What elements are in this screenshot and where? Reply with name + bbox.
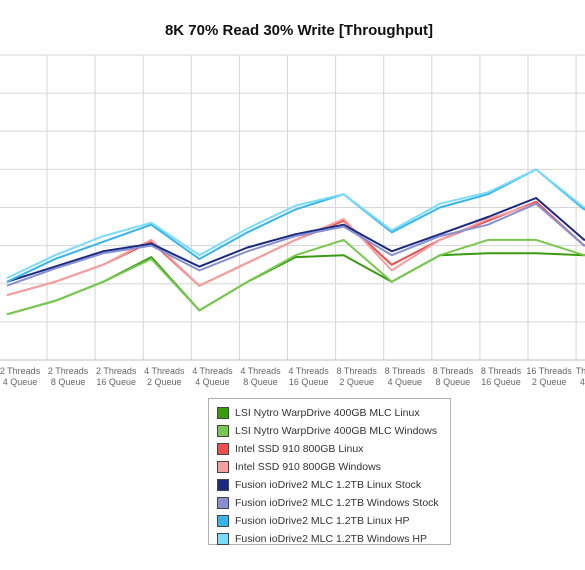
legend-label: Fusion ioDrive2 MLC 1.2TB Linux HP bbox=[235, 515, 410, 527]
legend-item: Intel SSD 910 800GB Windows bbox=[217, 458, 450, 476]
legend-label: Fusion ioDrive2 MLC 1.2TB Linux Stock bbox=[235, 479, 422, 491]
chart-legend: LSI Nytro WarpDrive 400GB MLC Linux LSI N… bbox=[208, 398, 451, 545]
legend-label: Intel SSD 910 800GB Linux bbox=[235, 443, 364, 455]
legend-label: LSI Nytro WarpDrive 400GB MLC Windows bbox=[235, 425, 438, 437]
x-tick-label: 8 Queue bbox=[51, 377, 86, 387]
legend-swatch bbox=[217, 533, 229, 545]
legend-item: Fusion ioDrive2 MLC 1.2TB Linux Stock bbox=[217, 476, 450, 494]
legend-item: LSI Nytro WarpDrive 400GB MLC Linux bbox=[217, 404, 450, 422]
x-tick-label: 16 Queue bbox=[96, 377, 136, 387]
x-tick-label: 16 Threads bbox=[526, 366, 572, 376]
series-line-5 bbox=[6, 197, 585, 283]
x-tick-label: 2 Threads bbox=[0, 366, 41, 376]
chart-series-lines bbox=[6, 168, 585, 316]
legend-swatch bbox=[217, 443, 229, 455]
x-tick-label: 8 Queue bbox=[436, 377, 471, 387]
x-tick-label: 8 Threads bbox=[337, 366, 378, 376]
x-tick-label: 2 Queue bbox=[147, 377, 182, 387]
legend-label: Fusion ioDrive2 MLC 1.2TB Windows HP bbox=[235, 533, 427, 545]
legend-item: Fusion ioDrive2 MLC 1.2TB Windows Stock bbox=[217, 494, 450, 512]
x-tick-label: 2 Queue bbox=[339, 377, 374, 387]
legend-swatch bbox=[217, 515, 229, 527]
legend-item: Fusion ioDrive2 MLC 1.2TB Windows HP bbox=[217, 530, 450, 548]
x-tick-label: 2 Threads bbox=[48, 366, 89, 376]
x-tick-label: 4 Threads bbox=[240, 366, 281, 376]
legend-swatch bbox=[217, 407, 229, 419]
x-tick-label: 8 Threads bbox=[433, 366, 474, 376]
legend-swatch bbox=[217, 497, 229, 509]
x-tick-label: 4 Queue bbox=[195, 377, 230, 387]
x-tick-label: 4 Queue bbox=[3, 377, 38, 387]
chart-grid bbox=[0, 54, 585, 361]
legend-item: Intel SSD 910 800GB Linux bbox=[217, 440, 450, 458]
x-tick-label: 4 Threads bbox=[192, 366, 233, 376]
series-line-6 bbox=[6, 202, 585, 287]
x-tick-label: 8 Threads bbox=[385, 366, 426, 376]
series-line-2 bbox=[6, 238, 585, 316]
legend-item: Fusion ioDrive2 MLC 1.2TB Linux HP bbox=[217, 512, 450, 530]
legend-label: Fusion ioDrive2 MLC 1.2TB Windows Stock bbox=[235, 497, 439, 509]
legend-item: LSI Nytro WarpDrive 400GB MLC Windows bbox=[217, 422, 450, 440]
x-tick-label: 4 Queue bbox=[388, 377, 423, 387]
x-tick-label: 4 Queue bbox=[580, 377, 585, 387]
x-tick-label: 4 Threads bbox=[144, 366, 185, 376]
legend-swatch bbox=[217, 425, 229, 437]
x-tick-label: 8 Threads bbox=[481, 366, 522, 376]
x-tick-label: 16 Queue bbox=[481, 377, 521, 387]
series-line-1 bbox=[6, 252, 585, 316]
series-line-7 bbox=[6, 168, 585, 283]
chart-title: 8K 70% Read 30% Write [Throughput] bbox=[165, 22, 433, 39]
x-tick-label: 16 Queue bbox=[289, 377, 329, 387]
legend-label: Intel SSD 910 800GB Windows bbox=[235, 461, 381, 473]
x-tick-label: 4 Threads bbox=[288, 366, 329, 376]
x-tick-label: 8 Queue bbox=[243, 377, 278, 387]
legend-swatch bbox=[217, 461, 229, 473]
legend-label: LSI Nytro WarpDrive 400GB MLC Linux bbox=[235, 407, 420, 419]
series-line-8 bbox=[6, 168, 585, 279]
x-tick-label: 2 Threads bbox=[96, 366, 137, 376]
x-tick-label: 2 Queue bbox=[532, 377, 567, 387]
legend-swatch bbox=[217, 479, 229, 491]
